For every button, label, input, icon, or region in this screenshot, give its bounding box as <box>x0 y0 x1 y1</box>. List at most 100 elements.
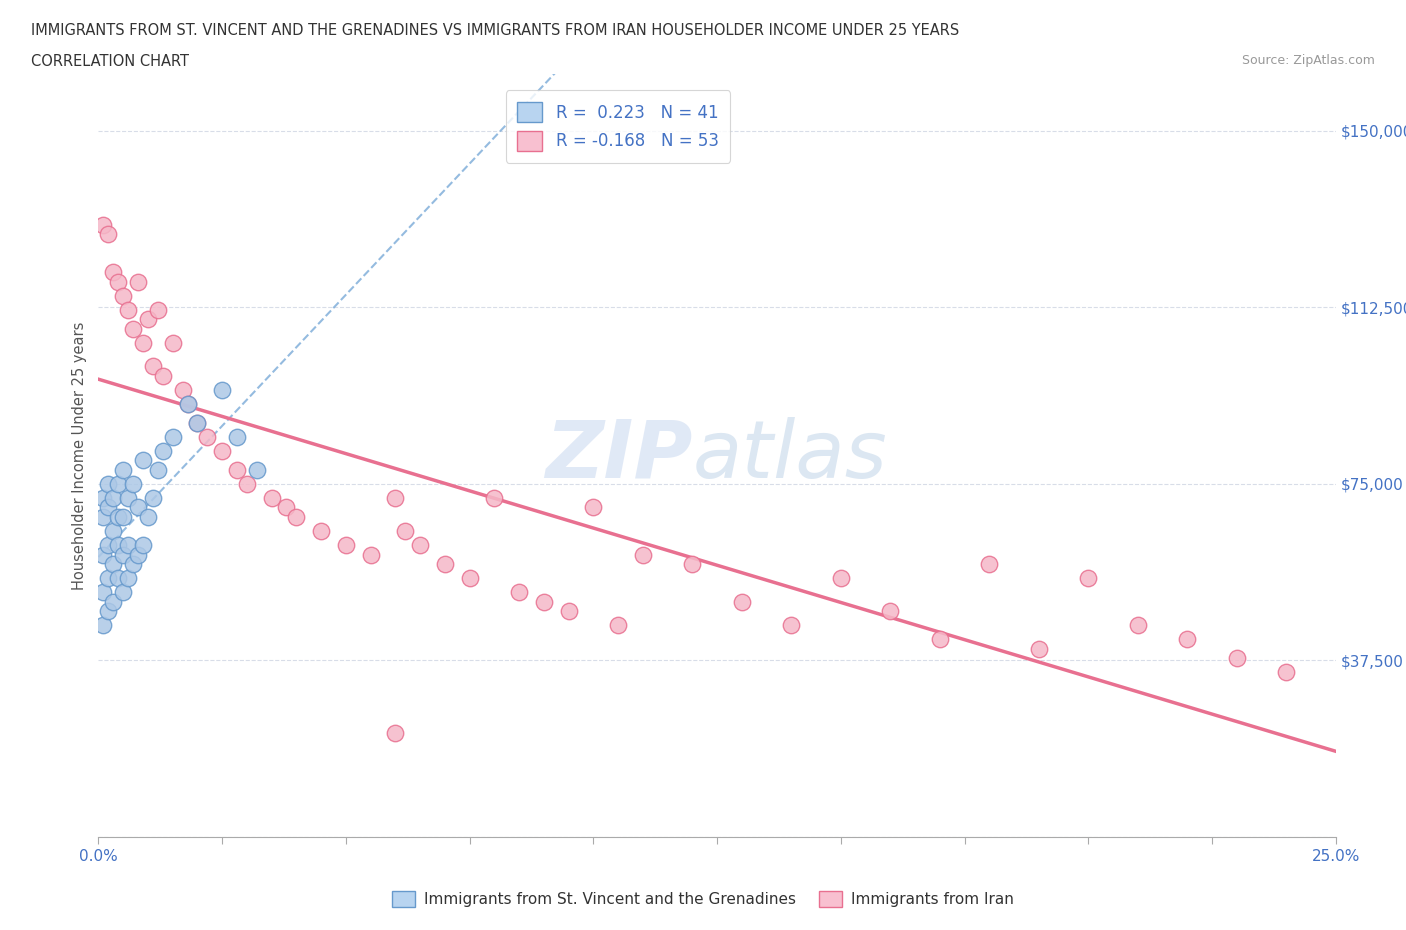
Point <box>433 556 456 571</box>
Point <box>97 227 120 242</box>
Point <box>152 444 174 458</box>
Point <box>93 491 115 506</box>
Point <box>146 462 169 477</box>
Point <box>93 585 115 600</box>
Point <box>112 462 135 477</box>
Point <box>93 618 115 632</box>
Point <box>162 336 184 351</box>
Point <box>276 500 298 515</box>
Point <box>107 510 129 525</box>
Point <box>162 430 184 445</box>
Text: CORRELATION CHART: CORRELATION CHART <box>31 54 188 69</box>
Point <box>132 453 155 468</box>
Point <box>136 312 159 326</box>
Point <box>186 416 208 431</box>
Point <box>112 547 135 562</box>
Point <box>360 547 382 562</box>
Point <box>93 547 115 562</box>
Point <box>557 604 579 618</box>
Point <box>132 538 155 552</box>
Legend: Immigrants from St. Vincent and the Grenadines, Immigrants from Iran: Immigrants from St. Vincent and the Gren… <box>385 884 1021 913</box>
Text: ZIP: ZIP <box>546 417 692 495</box>
Point <box>146 302 169 317</box>
Point <box>107 274 129 289</box>
Point <box>93 218 115 232</box>
Point <box>285 510 308 525</box>
Text: atlas: atlas <box>692 417 887 495</box>
Text: Source: ZipAtlas.com: Source: ZipAtlas.com <box>1241 54 1375 67</box>
Point <box>93 510 115 525</box>
Point <box>211 382 233 397</box>
Point <box>631 547 654 562</box>
Point <box>112 288 135 303</box>
Point <box>458 571 481 586</box>
Point <box>394 524 416 538</box>
Point <box>97 604 120 618</box>
Point <box>103 265 125 280</box>
Point <box>246 462 269 477</box>
Point <box>136 510 159 525</box>
Point <box>1275 665 1298 680</box>
Point <box>731 594 754 609</box>
Point <box>107 571 129 586</box>
Point <box>508 585 530 600</box>
Point <box>1175 631 1198 646</box>
Point <box>103 594 125 609</box>
Point <box>582 500 605 515</box>
Point <box>127 500 149 515</box>
Point <box>1226 651 1249 666</box>
Point <box>226 462 249 477</box>
Point <box>132 336 155 351</box>
Point <box>103 491 125 506</box>
Point <box>681 556 703 571</box>
Point <box>97 476 120 491</box>
Point <box>127 274 149 289</box>
Point <box>112 585 135 600</box>
Point <box>107 538 129 552</box>
Point <box>211 444 233 458</box>
Point <box>117 491 139 506</box>
Point <box>103 524 125 538</box>
Point <box>152 368 174 383</box>
Point <box>1028 642 1050 657</box>
Point <box>484 491 506 506</box>
Point <box>879 604 901 618</box>
Point <box>384 726 406 741</box>
Text: IMMIGRANTS FROM ST. VINCENT AND THE GRENADINES VS IMMIGRANTS FROM IRAN HOUSEHOLD: IMMIGRANTS FROM ST. VINCENT AND THE GREN… <box>31 23 959 38</box>
Point <box>309 524 332 538</box>
Point <box>122 556 145 571</box>
Point <box>117 571 139 586</box>
Point <box>97 538 120 552</box>
Point <box>122 476 145 491</box>
Point <box>97 500 120 515</box>
Point <box>127 547 149 562</box>
Point <box>409 538 432 552</box>
Point <box>172 382 194 397</box>
Point <box>1126 618 1149 632</box>
Point <box>176 396 198 411</box>
Point <box>186 416 208 431</box>
Point <box>117 302 139 317</box>
Legend: R =  0.223   N = 41, R = -0.168   N = 53: R = 0.223 N = 41, R = -0.168 N = 53 <box>506 90 730 163</box>
Point <box>384 491 406 506</box>
Point <box>335 538 357 552</box>
Point <box>830 571 852 586</box>
Point <box>176 396 198 411</box>
Point <box>607 618 630 632</box>
Point <box>142 491 165 506</box>
Point <box>780 618 803 632</box>
Point <box>236 476 259 491</box>
Point <box>1077 571 1099 586</box>
Point <box>112 510 135 525</box>
Point <box>122 321 145 336</box>
Y-axis label: Householder Income Under 25 years: Householder Income Under 25 years <box>72 322 87 590</box>
Point <box>142 359 165 374</box>
Point <box>97 571 120 586</box>
Point <box>260 491 283 506</box>
Point <box>979 556 1001 571</box>
Point <box>103 556 125 571</box>
Point <box>533 594 555 609</box>
Point <box>117 538 139 552</box>
Point <box>195 430 218 445</box>
Point <box>226 430 249 445</box>
